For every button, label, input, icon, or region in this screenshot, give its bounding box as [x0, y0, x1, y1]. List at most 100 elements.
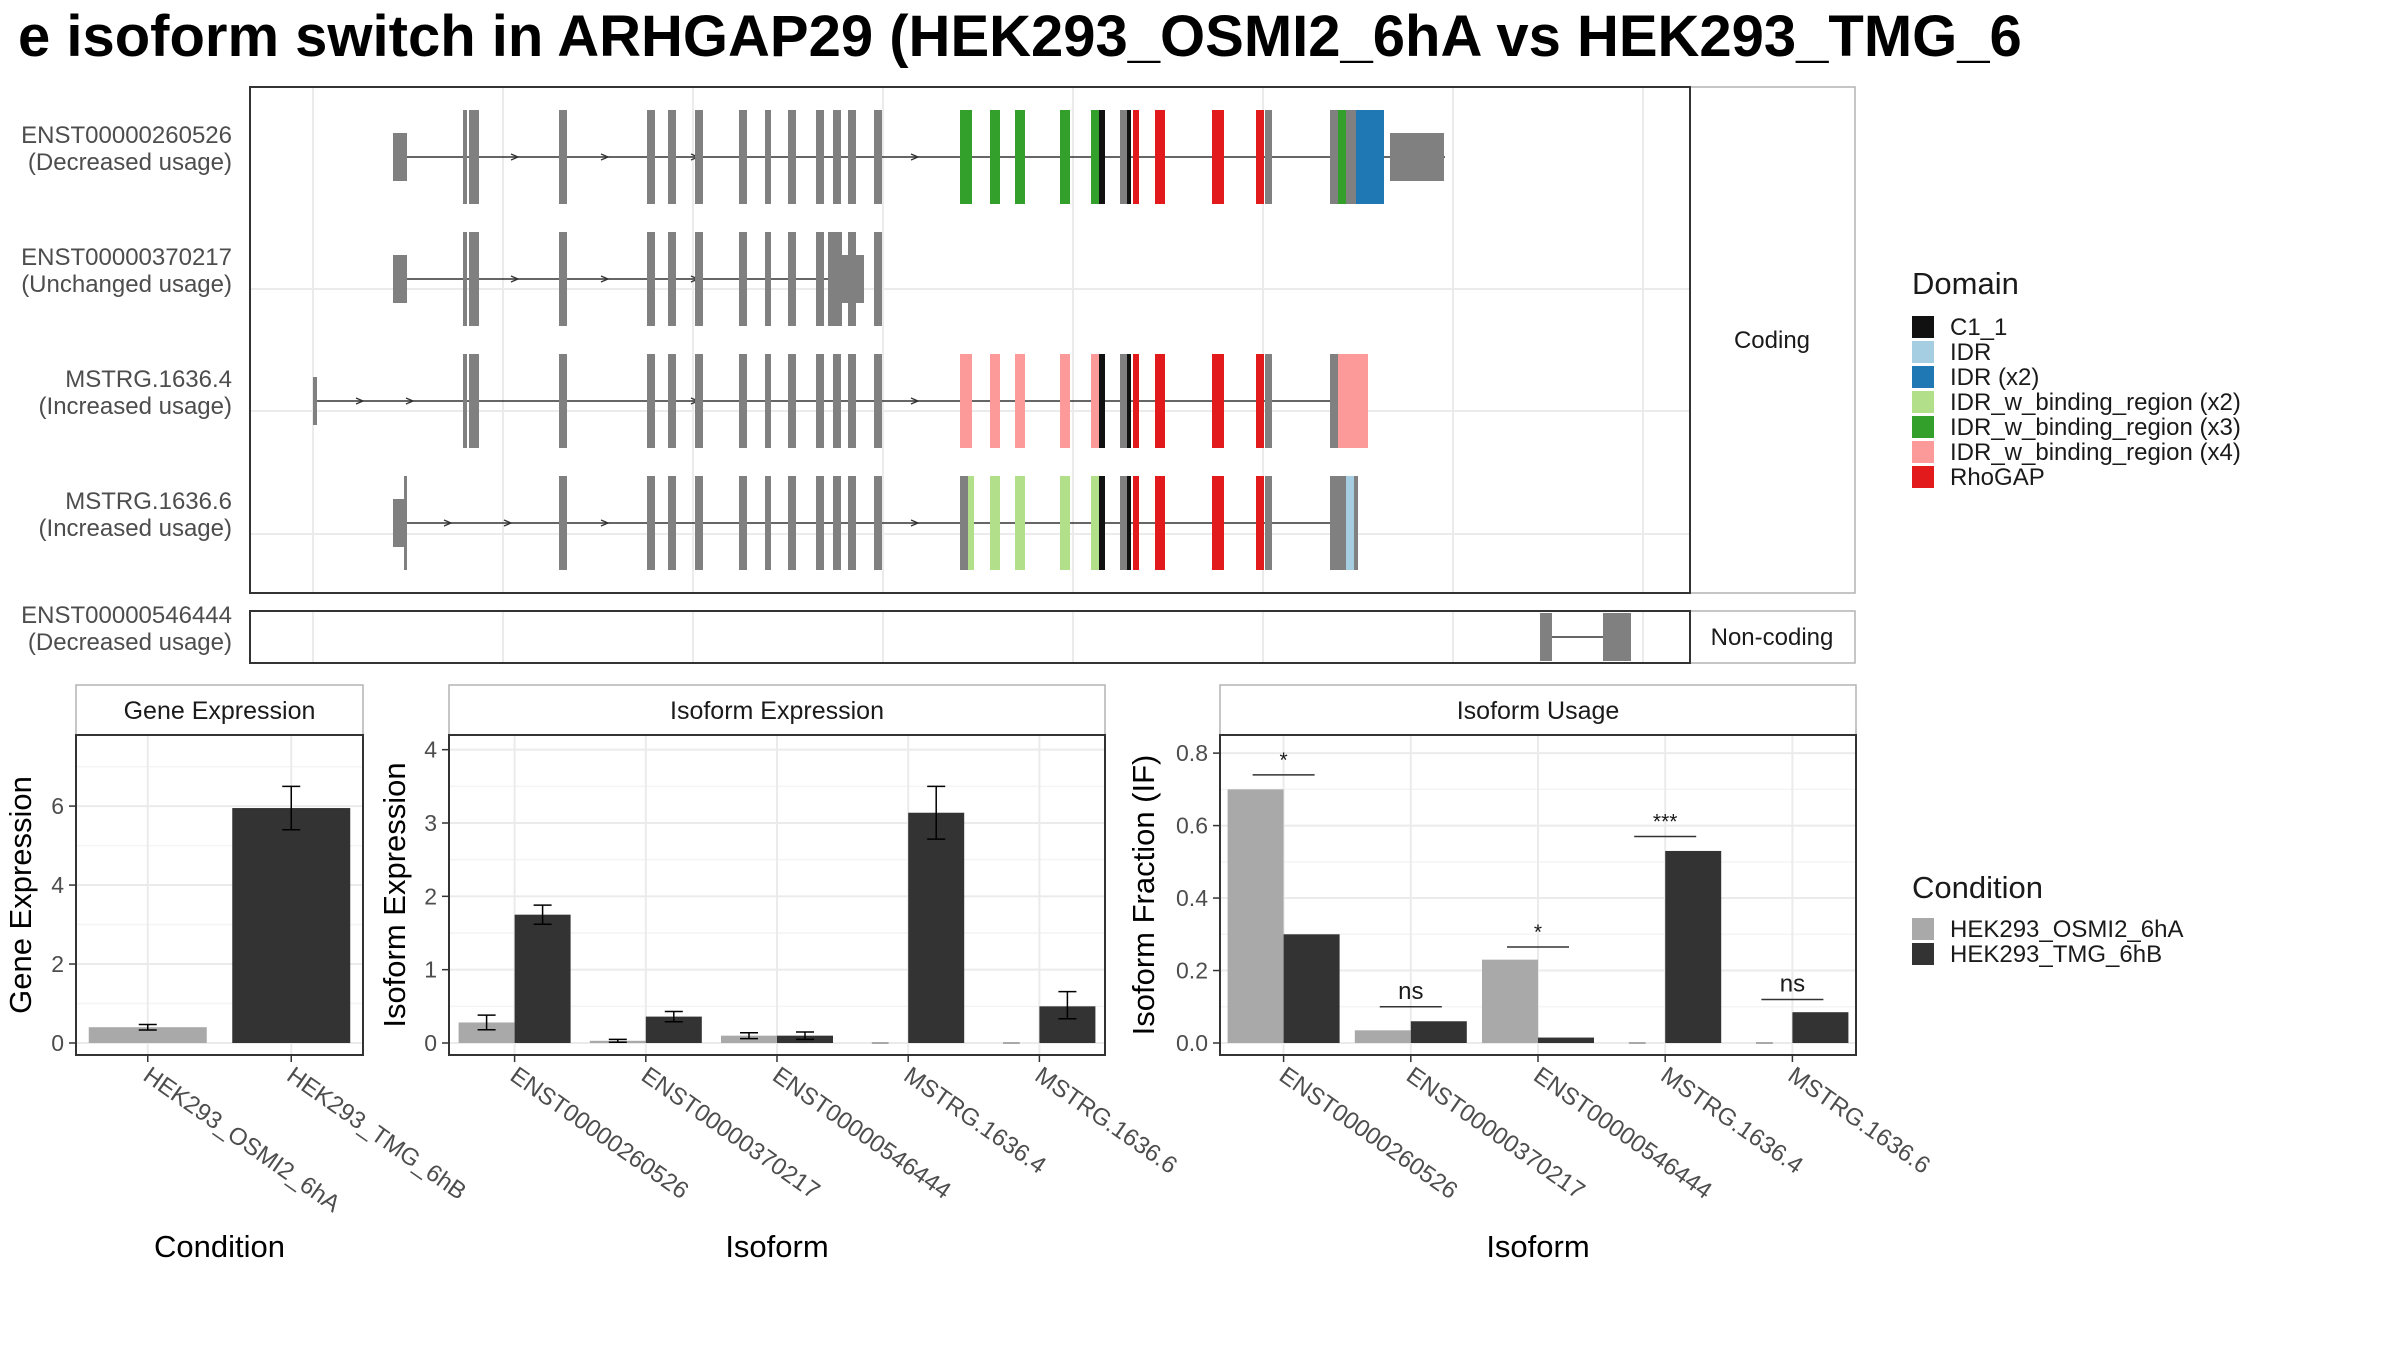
domain-exon — [1212, 354, 1224, 448]
y-axis-title: Isoform Expression — [377, 762, 412, 1027]
bar — [1665, 850, 1722, 1043]
strip-label: Isoform Expression — [670, 697, 884, 725]
y-tick-label: 0.8 — [1176, 740, 1208, 766]
significance-label: * — [1280, 749, 1288, 772]
strand-arrow — [600, 153, 610, 161]
exon — [739, 110, 747, 204]
exon — [463, 354, 467, 448]
transcript-usage-label: (Unchanged usage) — [21, 271, 232, 298]
exon — [874, 232, 882, 326]
legend-label: IDR_w_binding_region (x4) — [1950, 439, 2241, 466]
exon — [469, 110, 479, 204]
exon — [874, 476, 882, 570]
y-tick-label: 0.2 — [1176, 958, 1208, 984]
exon — [1120, 354, 1128, 448]
exon — [765, 354, 771, 448]
exon — [828, 232, 842, 326]
exon — [1603, 613, 1631, 661]
strip-label: Gene Expression — [124, 697, 316, 725]
bar — [908, 812, 965, 1043]
transcript-id-label: MSTRG.1636.4 — [65, 366, 232, 393]
domain-exon — [1212, 110, 1224, 204]
legend-label: IDR — [1950, 339, 1991, 366]
significance-label: ns — [1398, 978, 1423, 1005]
domain-exon — [1060, 354, 1070, 448]
strand-arrow — [910, 519, 920, 527]
exon — [559, 110, 567, 204]
structure-panel-bg — [250, 611, 1690, 663]
y-tick-label: 2 — [51, 951, 64, 977]
exon — [1265, 110, 1272, 204]
exon — [739, 354, 747, 448]
y-tick-label: 3 — [424, 810, 437, 836]
exon — [788, 354, 796, 448]
exon — [833, 354, 841, 448]
domain-exon — [990, 476, 1000, 570]
legend-label: C1_1 — [1950, 314, 2007, 341]
strand-arrow — [405, 397, 415, 405]
facet-label-coding: Coding — [1734, 327, 1810, 354]
bar — [514, 914, 571, 1043]
y-tick-label: 4 — [51, 872, 64, 898]
y-tick-label: 6 — [51, 793, 64, 819]
facet-strip — [1689, 86, 1856, 594]
exon — [313, 377, 317, 425]
domain-exon — [1015, 354, 1025, 448]
strand-arrow — [910, 397, 920, 405]
domain-exon — [1155, 354, 1165, 448]
domain-exon — [1060, 110, 1070, 204]
exon — [404, 476, 407, 570]
exon — [668, 232, 676, 326]
domain-exon — [990, 354, 1000, 448]
exon — [695, 476, 703, 570]
y-tick-label: 0.4 — [1176, 885, 1208, 911]
strand-arrow — [510, 275, 520, 283]
bar — [88, 1027, 207, 1043]
exon — [1330, 110, 1340, 204]
legend-swatch — [1912, 466, 1934, 488]
exon — [765, 110, 771, 204]
domain-exon — [1256, 476, 1264, 570]
exon — [668, 476, 676, 570]
exon — [469, 232, 479, 326]
utr-exon — [842, 255, 864, 303]
exon — [788, 110, 796, 204]
exon — [1330, 476, 1340, 570]
domain-exon — [1133, 110, 1139, 204]
utr-exon — [393, 133, 407, 181]
exon — [739, 476, 747, 570]
bar — [1227, 789, 1284, 1043]
x-axis-title: Isoform — [1486, 1229, 1589, 1264]
transcript-usage-label: (Increased usage) — [39, 515, 232, 542]
domain-exon — [1212, 476, 1224, 570]
isoform-expression-panel: Isoform Expression01234ENST00000260526EN… — [377, 684, 1182, 1264]
y-axis-title: Isoform Fraction (IF) — [1126, 755, 1161, 1036]
exon — [695, 354, 703, 448]
exon — [874, 354, 882, 448]
strand-arrow — [600, 519, 610, 527]
domain-exon — [1133, 476, 1139, 570]
exon — [1120, 476, 1128, 570]
strand-arrow — [510, 153, 520, 161]
exon — [848, 110, 856, 204]
domain-exon — [1127, 110, 1131, 204]
transcript-id-label: MSTRG.1636.6 — [65, 488, 232, 515]
strip-label: Isoform Usage — [1457, 697, 1620, 725]
exon — [874, 110, 882, 204]
domain-exon — [1338, 110, 1346, 204]
utr-exon — [393, 255, 407, 303]
transcript-usage-label: (Decreased usage) — [28, 629, 232, 656]
exon — [647, 476, 655, 570]
panel-border — [75, 734, 364, 1056]
domain-exon — [968, 476, 974, 570]
domain-exon — [1127, 476, 1131, 570]
legend-swatch — [1912, 416, 1934, 438]
transcript-5 — [1540, 613, 1631, 661]
panel-strip — [1219, 684, 1857, 736]
domain-exon — [1015, 476, 1025, 570]
legend-swatch — [1912, 316, 1934, 338]
utr-exon — [393, 499, 405, 547]
